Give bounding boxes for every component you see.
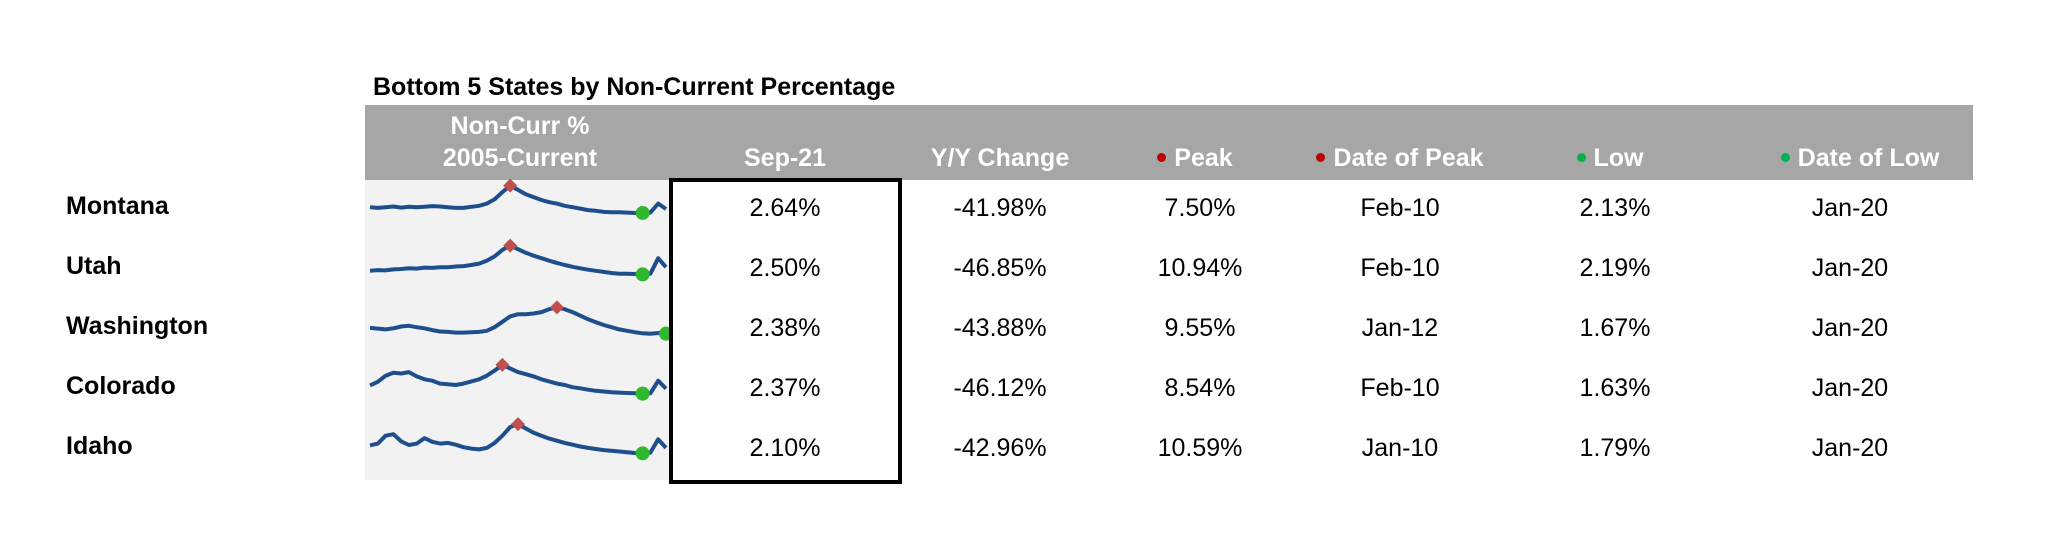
cell-date-of-peak: Jan-12 bbox=[1361, 314, 1439, 342]
peak-dot-icon bbox=[1316, 152, 1326, 162]
header-date-of-low: Date of Low bbox=[1750, 144, 1970, 173]
header-sparkline-line2: 2005-Current bbox=[442, 144, 598, 172]
header-low: Low bbox=[1530, 144, 1690, 173]
cell-low: 2.13% bbox=[1579, 194, 1651, 222]
sparkline-series bbox=[369, 305, 667, 336]
header-sep21: Sep-21 bbox=[744, 144, 826, 172]
cell-yoy: -41.98% bbox=[953, 194, 1047, 222]
sep21-highlight-box bbox=[669, 178, 902, 484]
header-sparkline-line1: Non-Curr % bbox=[450, 112, 590, 140]
sparkline-low-marker bbox=[635, 205, 650, 220]
cell-peak: 10.94% bbox=[1157, 254, 1243, 282]
cell-sep21: 2.64% bbox=[749, 194, 821, 222]
cell-date-of-low: Jan-20 bbox=[1811, 434, 1889, 462]
peak-dot-icon bbox=[1157, 152, 1167, 162]
state-name: Idaho bbox=[66, 432, 133, 460]
sparkline-peak-marker bbox=[503, 238, 518, 253]
cell-sep21: 2.10% bbox=[749, 434, 821, 462]
cell-yoy: -42.96% bbox=[953, 434, 1047, 462]
sparkline-low-marker bbox=[635, 446, 650, 461]
sparkline-low-marker bbox=[635, 267, 650, 282]
sparkline bbox=[369, 417, 668, 461]
sparkline bbox=[369, 357, 668, 401]
cell-date-of-low: Jan-20 bbox=[1811, 314, 1889, 342]
sparkline-peak-marker bbox=[549, 300, 564, 315]
cell-peak: 8.54% bbox=[1164, 374, 1236, 402]
sparkline-low-marker bbox=[635, 386, 650, 401]
cell-sep21: 2.50% bbox=[749, 254, 821, 282]
cell-peak: 9.55% bbox=[1164, 314, 1236, 342]
header-date-of-low-label: Date of Low bbox=[1797, 144, 1940, 172]
cell-low: 1.79% bbox=[1579, 434, 1651, 462]
sparkline-series bbox=[369, 243, 668, 277]
header-low-label: Low bbox=[1593, 144, 1644, 172]
cell-yoy: -46.85% bbox=[953, 254, 1047, 282]
low-dot-icon bbox=[1576, 152, 1586, 162]
sparkline-peak-marker bbox=[511, 417, 525, 432]
header-sparkline: Non-Curr % 2005-Current bbox=[390, 110, 650, 174]
table-title: Bottom 5 States by Non-Current Percentag… bbox=[373, 73, 896, 101]
sparkline bbox=[369, 238, 668, 282]
cell-date-of-peak: Feb-10 bbox=[1360, 374, 1440, 402]
sparkline-peak-marker bbox=[503, 178, 518, 193]
state-name: Colorado bbox=[66, 372, 176, 400]
cell-date-of-low: Jan-20 bbox=[1811, 254, 1889, 282]
header-peak-label: Peak bbox=[1174, 144, 1233, 172]
sparkline-series bbox=[369, 362, 668, 396]
cell-peak: 10.59% bbox=[1157, 434, 1243, 462]
cell-low: 1.63% bbox=[1579, 374, 1651, 402]
header-date-of-peak: Date of Peak bbox=[1280, 144, 1520, 173]
state-name: Utah bbox=[66, 252, 122, 280]
sparkline-peak-marker bbox=[495, 357, 510, 372]
cell-date-of-peak: Feb-10 bbox=[1360, 254, 1440, 282]
header-date-of-peak-label: Date of Peak bbox=[1333, 144, 1484, 172]
table-header bbox=[365, 105, 1973, 180]
state-name: Washington bbox=[66, 312, 209, 340]
cell-low: 2.19% bbox=[1579, 254, 1651, 282]
cell-date-of-low: Jan-20 bbox=[1811, 194, 1889, 222]
cell-date-of-peak: Jan-10 bbox=[1361, 434, 1439, 462]
cell-sep21: 2.38% bbox=[749, 314, 821, 342]
cell-yoy: -43.88% bbox=[953, 314, 1047, 342]
header-peak: Peak bbox=[1120, 144, 1270, 173]
cell-yoy: -46.12% bbox=[953, 374, 1047, 402]
cell-sep21: 2.37% bbox=[749, 374, 821, 402]
cell-date-of-low: Jan-20 bbox=[1811, 374, 1889, 402]
sparkline bbox=[369, 178, 668, 220]
sparkline-series bbox=[369, 183, 668, 215]
cell-date-of-peak: Feb-10 bbox=[1360, 194, 1440, 222]
header-yoy-change: Y/Y Change bbox=[930, 144, 1070, 172]
cell-peak: 7.50% bbox=[1164, 194, 1236, 222]
cell-low: 1.67% bbox=[1579, 314, 1651, 342]
sparkline bbox=[369, 300, 673, 341]
low-dot-icon bbox=[1780, 152, 1790, 162]
state-name: Montana bbox=[66, 192, 169, 220]
